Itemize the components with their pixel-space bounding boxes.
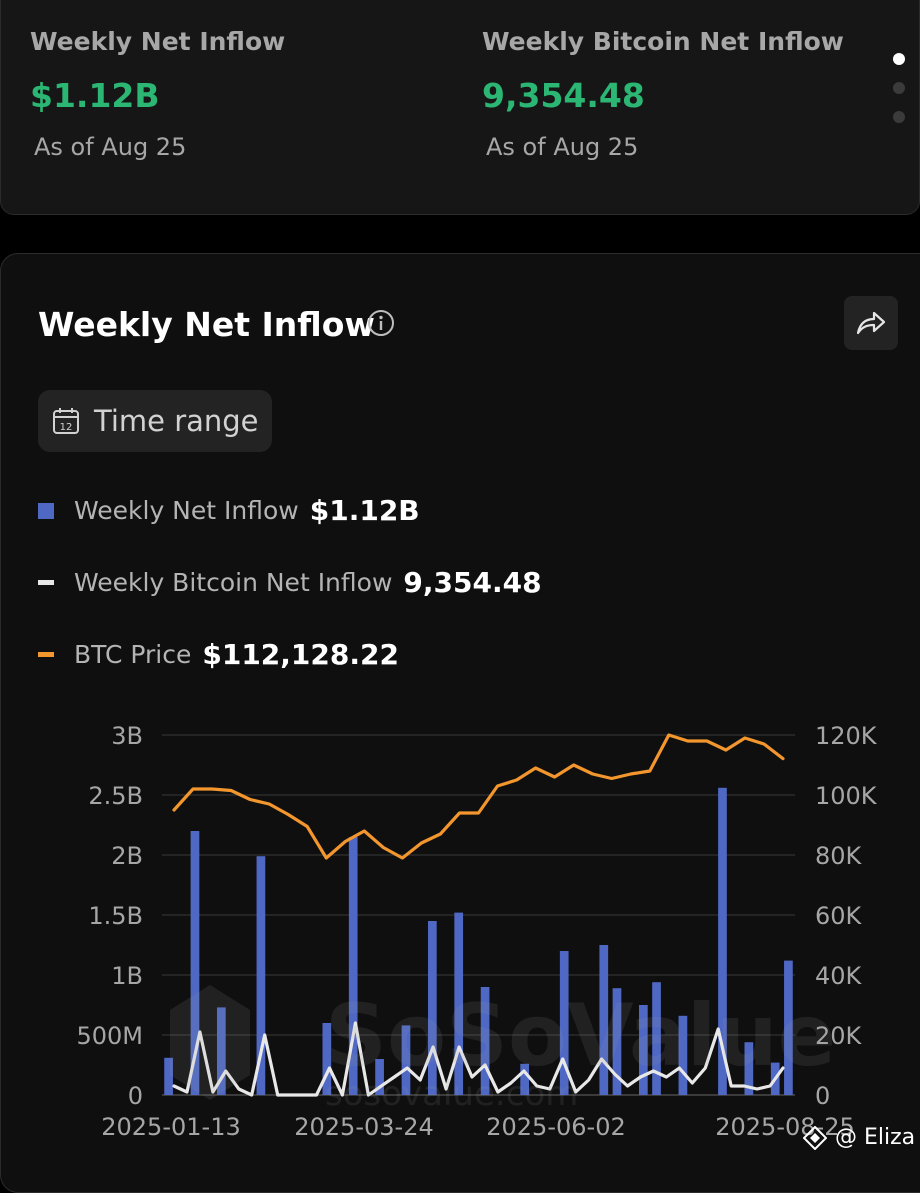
inflow-bar bbox=[638, 1005, 648, 1095]
inflow-bar bbox=[164, 1057, 173, 1095]
share-icon bbox=[856, 311, 886, 335]
summary-card bbox=[0, 0, 920, 215]
y-left-tick-label: 1.5B bbox=[88, 902, 143, 930]
legend-value: 9,354.48 bbox=[403, 566, 542, 599]
x-tick-label: 2025-06-02 bbox=[486, 1113, 625, 1141]
inflow-bar bbox=[599, 945, 609, 1095]
inflow-bar bbox=[401, 1025, 411, 1095]
y-right-tick-label: 60K bbox=[815, 902, 863, 930]
x-tick-label: 2025-03-24 bbox=[294, 1113, 433, 1141]
legend-value: $112,128.22 bbox=[202, 638, 399, 671]
metric-label: Weekly Bitcoin Net Inflow bbox=[482, 27, 844, 56]
metric-value: 9,354.48 bbox=[482, 76, 645, 115]
legend-item-weekly-net-inflow[interactable]: Weekly Net Inflow $1.12B bbox=[38, 494, 420, 527]
legend-name: Weekly Net Inflow bbox=[74, 496, 299, 525]
y-right-tick-label: 40K bbox=[815, 962, 863, 990]
btc-price-line bbox=[172, 733, 785, 860]
time-range-button[interactable]: 12 Time range bbox=[38, 390, 272, 452]
y-left-tick-label: 500M bbox=[76, 1022, 143, 1050]
inflow-bar bbox=[190, 831, 200, 1095]
x-tick-label: 2025-01-13 bbox=[101, 1113, 240, 1141]
legend-value: $1.12B bbox=[309, 494, 420, 527]
carousel-pagination[interactable] bbox=[893, 53, 905, 140]
inflow-bar bbox=[427, 921, 437, 1095]
share-button[interactable] bbox=[844, 296, 898, 350]
calendar-day-text: 12 bbox=[60, 422, 73, 433]
metric-weekly-btc-net-inflow[interactable]: Weekly Bitcoin Net Inflow 9,354.48 As of… bbox=[482, 27, 844, 161]
legend-swatch bbox=[38, 580, 54, 585]
inflow-bar bbox=[784, 960, 793, 1095]
metric-value: $1.12B bbox=[30, 76, 160, 115]
pagination-dot[interactable] bbox=[893, 82, 905, 94]
inflow-bar bbox=[256, 856, 266, 1095]
inflow-bar bbox=[718, 787, 727, 1095]
y-right-tick-label: 100K bbox=[815, 782, 878, 810]
inflow-bar bbox=[322, 1023, 332, 1095]
inflow-bar bbox=[559, 951, 569, 1095]
net-inflow-chart[interactable]: 0 0 500M 20K 1B 40K 1.5B 60K 2B 80K 2.5B 100K 3B 120K… bbox=[0, 700, 920, 1165]
pagination-dot-active[interactable] bbox=[893, 53, 905, 65]
inflow-bar bbox=[454, 912, 464, 1095]
inflow-bar bbox=[520, 1063, 530, 1095]
metric-label: Weekly Net Inflow bbox=[30, 27, 286, 56]
legend-item-weekly-btc-net-inflow[interactable]: Weekly Bitcoin Net Inflow 9,354.48 bbox=[38, 566, 542, 599]
diamond-logo-icon bbox=[803, 1125, 827, 1150]
legend-item-btc-price[interactable]: BTC Price $112,128.22 bbox=[38, 638, 399, 671]
legend-swatch bbox=[38, 652, 54, 657]
y-left-tick-label: 0 bbox=[128, 1082, 143, 1110]
metric-date: As of Aug 25 bbox=[34, 133, 187, 161]
y-left-tick-label: 3B bbox=[111, 722, 143, 750]
inflow-bar bbox=[216, 1007, 226, 1095]
pagination-dot[interactable] bbox=[893, 111, 905, 123]
inflow-bar bbox=[612, 988, 622, 1095]
y-left-tick-label: 2B bbox=[111, 842, 143, 870]
author-handle: @ Eliza bbox=[835, 1125, 916, 1150]
y-left-tick-label: 1B bbox=[111, 962, 143, 990]
legend-name: BTC Price bbox=[74, 640, 192, 669]
inflow-bar bbox=[348, 837, 358, 1095]
y-left-tick-label: 2.5B bbox=[88, 782, 143, 810]
btc-net-inflow-line bbox=[172, 1021, 785, 1097]
y-right-tick-label: 0 bbox=[815, 1082, 830, 1110]
inflow-bar bbox=[678, 1015, 688, 1095]
calendar-icon: 12 bbox=[53, 408, 79, 434]
inflow-bar bbox=[375, 1059, 384, 1095]
card-title: Weekly Net Inflow bbox=[38, 305, 375, 344]
y-right-tick-label: 120K bbox=[815, 722, 878, 750]
legend-name: Weekly Bitcoin Net Inflow bbox=[74, 568, 393, 597]
metric-weekly-net-inflow[interactable]: Weekly Net Inflow $1.12B As of Aug 25 bbox=[30, 27, 285, 161]
inflow-bar bbox=[480, 987, 490, 1095]
time-range-label: Time range bbox=[94, 404, 259, 438]
inflow-bar bbox=[652, 982, 661, 1095]
metric-date: As of Aug 25 bbox=[486, 133, 639, 161]
legend-swatch bbox=[38, 502, 54, 519]
author-tag: @ Eliza bbox=[803, 1125, 915, 1150]
y-right-tick-label: 80K bbox=[815, 842, 863, 870]
x-tick-label: 2025-08-25 bbox=[715, 1113, 854, 1141]
info-icon[interactable] bbox=[367, 309, 395, 341]
inflow-bar bbox=[744, 1042, 754, 1095]
y-right-tick-label: 20K bbox=[815, 1022, 863, 1050]
